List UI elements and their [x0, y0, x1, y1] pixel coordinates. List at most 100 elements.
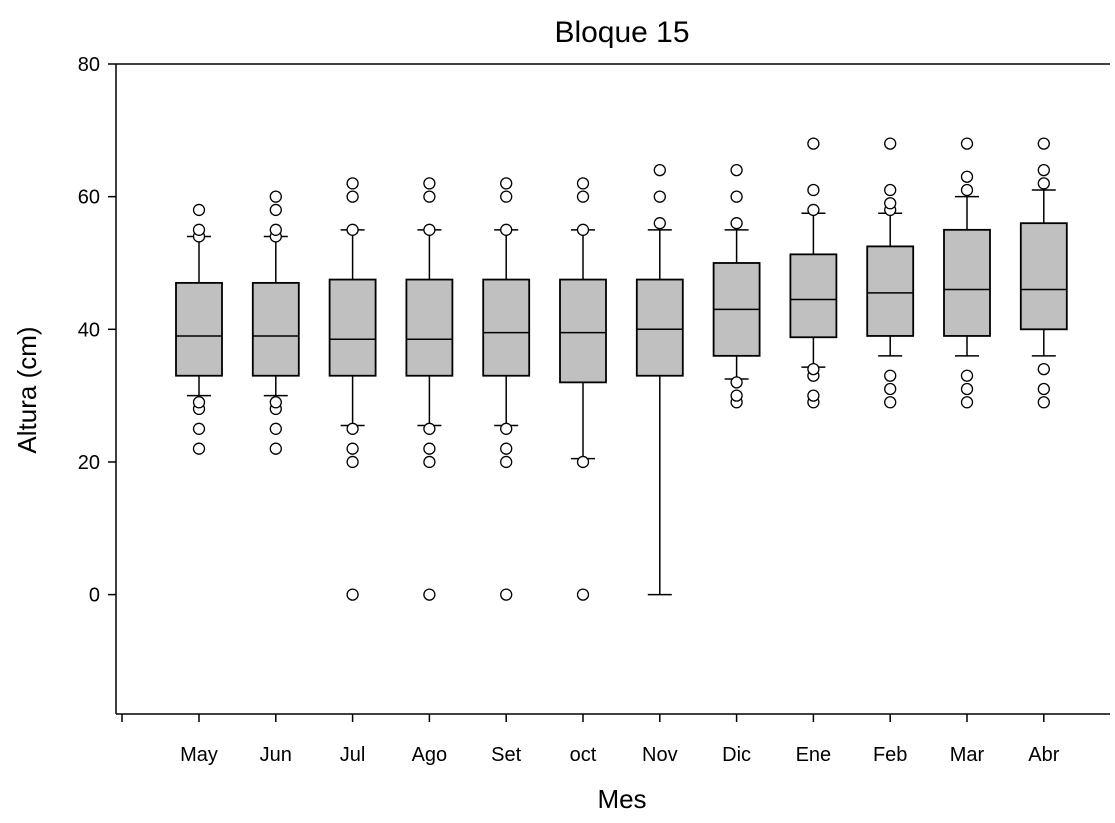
chart-title: Bloque 15 — [554, 16, 689, 49]
x-tick-label: Nov — [642, 744, 678, 766]
iqr-box — [1019, 222, 1068, 331]
outlier-point — [730, 217, 743, 230]
outlier-point — [423, 223, 436, 236]
outlier-point — [576, 177, 590, 190]
outlier-point — [269, 190, 282, 203]
y-tick-label: 60 — [78, 187, 100, 209]
outlier-point — [807, 137, 820, 150]
outlier-point — [807, 389, 820, 402]
outlier-point — [653, 217, 666, 230]
outlier-point — [576, 455, 590, 469]
box-Ago — [405, 177, 454, 601]
outlier-point — [346, 422, 359, 435]
outlier-point — [884, 183, 897, 197]
outlier-point — [500, 455, 513, 469]
outlier-point — [1037, 362, 1050, 376]
x-tick-label: Feb — [873, 744, 907, 766]
outlier-point — [1037, 137, 1050, 150]
outlier-point — [423, 455, 436, 469]
outlier-point — [1037, 177, 1050, 190]
outlier-point — [500, 190, 513, 203]
outlier-point — [730, 190, 743, 203]
outlier-point — [346, 223, 359, 236]
outlier-point — [960, 183, 974, 197]
outlier-point — [269, 422, 282, 435]
x-tick-label: Set — [491, 744, 521, 766]
outlier-point — [576, 588, 590, 601]
outlier-point — [1037, 163, 1050, 177]
outlier-point — [960, 369, 974, 382]
iqr-box — [251, 281, 300, 377]
outlier-point — [884, 396, 897, 409]
y-tick-label: 0 — [89, 585, 100, 607]
outlier-point — [500, 177, 513, 190]
box-Ene — [789, 137, 838, 409]
outlier-point — [192, 223, 206, 236]
outlier-point — [346, 177, 359, 190]
outlier-point — [653, 163, 666, 177]
x-tick-label: May — [180, 744, 218, 766]
x-tick-label: Jun — [260, 744, 292, 766]
outlier-point — [423, 442, 436, 455]
outlier-point — [346, 455, 359, 469]
iqr-box — [635, 278, 684, 377]
x-tick-label: Abr — [1028, 744, 1059, 766]
outlier-point — [500, 588, 513, 601]
x-tick-label: Jul — [340, 744, 366, 766]
outlier-point — [730, 376, 743, 389]
outlier-point — [269, 223, 282, 236]
x-tick-label: Ago — [412, 744, 448, 766]
box-Dic — [712, 163, 761, 409]
iqr-box — [405, 278, 454, 377]
x-tick-label: Mar — [950, 744, 985, 766]
x-tick-label: Ene — [796, 744, 832, 766]
box-oct — [559, 177, 607, 601]
outlier-point — [960, 396, 974, 409]
y-tick-label: 20 — [78, 452, 100, 474]
iqr-box — [482, 278, 531, 377]
outlier-point — [960, 170, 974, 183]
box-Nov — [635, 163, 684, 596]
outlier-point — [192, 396, 206, 409]
box-Feb — [866, 137, 915, 409]
iqr-box — [328, 278, 377, 377]
outlier-point — [884, 197, 897, 210]
outlier-point — [960, 382, 974, 396]
outlier-point — [884, 382, 897, 396]
outlier-point — [346, 588, 359, 601]
outlier-point — [192, 203, 206, 217]
boxes-layer — [175, 137, 1068, 601]
box-Mar — [943, 137, 991, 409]
outlier-point — [423, 190, 436, 203]
outlier-point — [960, 137, 974, 150]
outlier-point — [807, 203, 820, 217]
outlier-point — [730, 389, 743, 402]
outlier-point — [192, 422, 206, 435]
iqr-box — [866, 245, 915, 337]
outlier-point — [500, 442, 513, 455]
x-tick-label: oct — [570, 744, 597, 766]
outlier-point — [1037, 396, 1050, 409]
outlier-point — [884, 137, 897, 150]
x-axis-label: Mes — [597, 784, 646, 814]
outlier-point — [500, 422, 513, 435]
outlier-point — [269, 396, 282, 409]
outlier-point — [807, 362, 820, 376]
iqr-box — [789, 253, 838, 339]
box-Jun — [251, 190, 300, 455]
y-tick-label: 40 — [78, 319, 100, 341]
iqr-box — [175, 281, 223, 377]
outlier-point — [423, 588, 436, 601]
outlier-point — [269, 442, 282, 455]
outlier-point — [1037, 382, 1050, 396]
outlier-point — [269, 203, 282, 217]
y-axis-label: Altura (cm) — [12, 326, 42, 453]
iqr-box — [559, 278, 607, 384]
outlier-point — [192, 442, 206, 455]
outlier-point — [346, 190, 359, 203]
outlier-point — [576, 223, 590, 236]
outlier-point — [423, 422, 436, 435]
outlier-point — [807, 183, 820, 197]
x-tick-label: Dic — [722, 744, 751, 766]
